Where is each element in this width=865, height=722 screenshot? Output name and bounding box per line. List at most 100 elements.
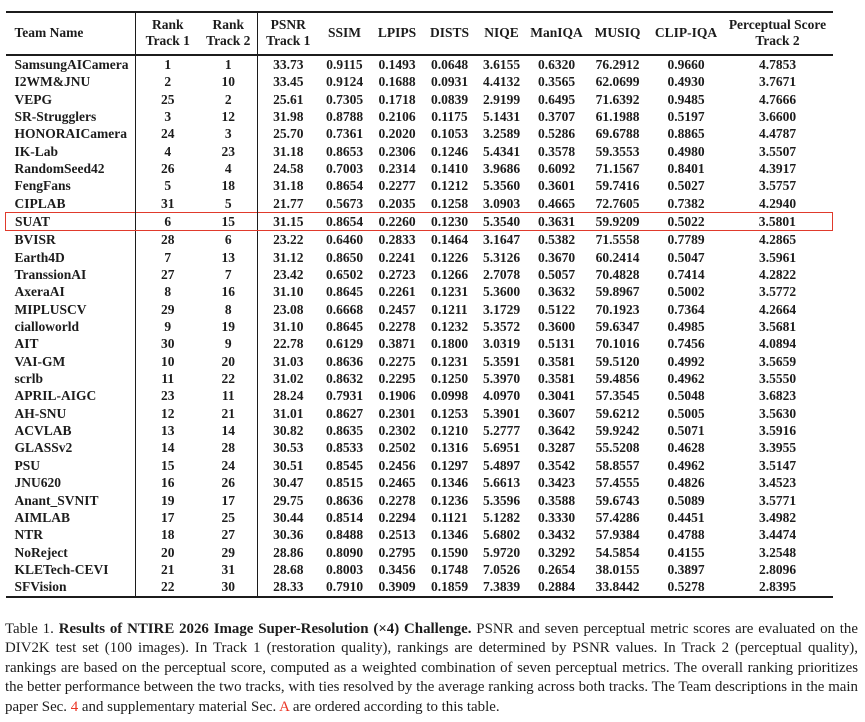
metric-cell: 0.8788 <box>325 108 364 124</box>
table-header: Team Name Rank Track 1 Rank Track 2 PSNR… <box>5 12 833 56</box>
team-name-cell: AxeraAI <box>14 284 65 300</box>
metric-cell: 15 <box>135 456 200 475</box>
metric-cell: 1 <box>135 55 200 74</box>
metric-cell: 30.44 <box>257 508 319 527</box>
header-line: Track 1 <box>266 33 311 48</box>
metric-cell: 0.3607 <box>537 405 576 421</box>
metric-cell: 31 <box>135 194 200 213</box>
caption-text: are ordered according to this table. <box>289 699 500 716</box>
metric-cell: 2.8395 <box>758 579 797 595</box>
metric-cell: 6 <box>224 232 232 248</box>
metric-cell: 0.3330 <box>537 509 576 525</box>
col-header-musiq: MUSIQ <box>585 12 650 56</box>
metric-cell: 31.10 <box>257 318 319 336</box>
metric-cell: 0.7364 <box>667 301 705 317</box>
metric-cell: 33.45 <box>257 73 319 91</box>
metric-cell: 0.5022 <box>649 212 723 232</box>
metric-cell: 29 <box>221 544 236 560</box>
metric-cell: 3.5916 <box>758 423 797 439</box>
table-row: BVISR 28 6 23.22 0.6460 0.2833 0.1464 3.1647 0.5… <box>6 230 833 249</box>
table-row: TranssionAI 27 7 23.42 0.6502 0.2723 0.1266 2.7… <box>6 266 833 284</box>
team-name-cell: FengFans <box>14 178 71 194</box>
metric-cell: 3.5801 <box>722 212 833 232</box>
metric-cell: 0.7003 <box>325 160 364 176</box>
section-reference-link[interactable]: 4 <box>70 699 79 716</box>
metric-cell: 31.18 <box>257 142 319 161</box>
metric-cell: 0.2278 <box>378 319 416 335</box>
metric-cell: 4.0970 <box>482 388 521 404</box>
metric-cell: 0.6495 <box>537 91 576 107</box>
team-name-cell: SUAT <box>5 212 136 232</box>
metric-cell: 11 <box>221 388 235 404</box>
metric-cell: 3.5630 <box>758 405 797 421</box>
header-row: Team Name Rank Track 1 Rank Track 2 PSNR… <box>5 12 833 56</box>
metric-cell: 72.7605 <box>595 195 640 211</box>
metric-cell: 9 <box>224 336 232 352</box>
metric-cell: 22 <box>221 371 236 387</box>
metric-cell: 31.15 <box>257 212 319 232</box>
team-name-cell: APRIL-AIGC <box>14 388 97 404</box>
metric-cell: 25.61 <box>257 90 319 109</box>
metric-cell: 0.1493 <box>378 56 416 72</box>
metric-cell: 30.82 <box>257 422 319 440</box>
table-row: NoReject 20 29 28.86 0.8090 0.2795 0.1590 5.972… <box>6 543 833 561</box>
metric-cell: 3.5681 <box>758 319 797 335</box>
metric-cell: 23 <box>135 387 200 405</box>
team-name-cell: HONORAICamera <box>14 126 127 142</box>
metric-cell: 0.3897 <box>667 561 705 577</box>
metric-cell: 0.9115 <box>326 56 363 72</box>
metric-cell: 59.5120 <box>595 353 640 369</box>
metric-cell: 0.8627 <box>325 405 364 421</box>
metric-cell: 9 <box>135 318 200 336</box>
metric-cell: 30 <box>135 335 200 353</box>
metric-cell: 25 <box>135 90 200 109</box>
metric-cell: 5 <box>224 195 232 211</box>
metric-cell: 25 <box>221 509 236 525</box>
metric-cell: 0.5278 <box>667 579 705 595</box>
metric-cell: 2.9199 <box>482 91 521 107</box>
section-reference-link[interactable]: A <box>279 699 290 716</box>
metric-cell: 31.01 <box>257 404 319 423</box>
team-name-cell: BVISR <box>14 232 56 248</box>
team-name-cell: Anant_SVNIT <box>14 492 99 508</box>
metric-cell: 1 <box>224 56 232 72</box>
metric-cell: 54.5854 <box>595 544 640 560</box>
metric-cell: 76.2912 <box>595 56 640 72</box>
metric-cell: 20 <box>135 543 200 561</box>
metric-cell: 12 <box>221 108 236 124</box>
metric-cell: 0.8533 <box>325 440 364 456</box>
metric-cell: 3.5507 <box>758 143 797 159</box>
metric-cell: 0.1230 <box>423 212 476 232</box>
metric-cell: 31.98 <box>257 108 319 126</box>
metric-cell: 0.6460 <box>325 232 364 248</box>
metric-cell: 0.5089 <box>667 492 705 508</box>
metric-cell: 33.73 <box>257 55 319 74</box>
metric-cell: 0.9660 <box>667 56 705 72</box>
metric-cell: 0.2465 <box>378 475 416 491</box>
metric-cell: 0.3600 <box>537 319 576 335</box>
metric-cell: 0.7931 <box>325 388 364 404</box>
metric-cell: 0.3601 <box>537 178 576 194</box>
metric-cell: 0.3631 <box>527 212 586 232</box>
col-header-ssim: SSIM <box>318 12 371 56</box>
metric-cell: 5.4897 <box>482 457 521 473</box>
team-name-cell: scrlb <box>14 371 44 387</box>
metric-cell: 0.0648 <box>430 56 469 72</box>
metric-cell: 0.5057 <box>537 267 576 283</box>
metric-cell: 26 <box>135 160 200 178</box>
metric-cell: 33.8442 <box>595 579 640 595</box>
metric-cell: 0.3871 <box>378 336 416 352</box>
team-name-cell: GLASSv2 <box>14 440 73 456</box>
col-header-rank-track1: Rank Track 1 <box>135 12 200 56</box>
metric-cell: 25.70 <box>257 125 319 143</box>
metric-cell: 62.0699 <box>595 74 640 90</box>
metric-cell: 4.4132 <box>482 74 521 90</box>
metric-cell: 24 <box>135 125 200 143</box>
metric-cell: 5.3560 <box>482 178 521 194</box>
table-row: CIPLAB 31 5 21.77 0.5673 0.2035 0.1258 3.0903 0.… <box>6 194 833 213</box>
metric-cell: 0.1590 <box>430 544 469 560</box>
metric-cell: 0.4788 <box>667 527 705 543</box>
team-name-cell: VEPG <box>14 91 53 107</box>
team-name-cell: ACVLAB <box>14 423 72 439</box>
metric-cell: 0.1212 <box>430 178 469 194</box>
